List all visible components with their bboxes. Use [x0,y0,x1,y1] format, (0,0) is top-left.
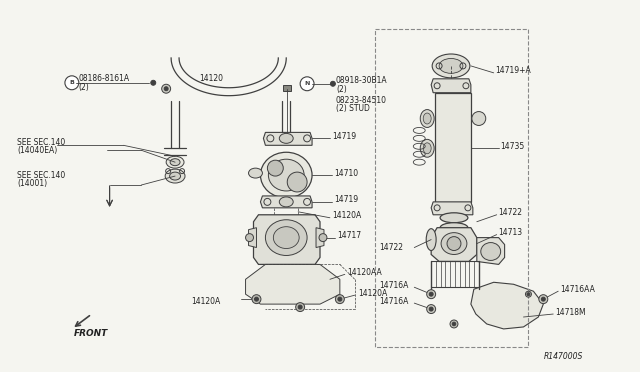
Ellipse shape [426,229,436,250]
Ellipse shape [420,110,434,128]
Ellipse shape [170,159,180,166]
Ellipse shape [481,243,500,260]
Text: 14120A: 14120A [191,296,220,306]
Circle shape [541,297,545,301]
Text: 08233-84510: 08233-84510 [336,96,387,105]
Circle shape [151,80,156,85]
Text: 14719+A: 14719+A [495,66,531,76]
Polygon shape [431,202,473,215]
Ellipse shape [248,168,262,178]
Circle shape [164,87,168,91]
Circle shape [452,322,456,326]
Text: 14120A: 14120A [358,289,387,298]
Ellipse shape [279,197,293,207]
Text: 14120: 14120 [199,74,223,83]
Polygon shape [316,228,324,247]
Polygon shape [253,215,320,264]
Circle shape [252,295,261,304]
Ellipse shape [441,232,467,254]
Ellipse shape [439,58,463,73]
Text: 14710: 14710 [334,169,358,177]
Ellipse shape [420,140,434,157]
Ellipse shape [266,220,307,256]
Circle shape [268,160,284,176]
Polygon shape [431,228,477,262]
Circle shape [447,237,461,250]
Text: (2): (2) [336,85,347,94]
Circle shape [298,305,302,309]
Text: 14719: 14719 [332,132,356,141]
Ellipse shape [166,156,184,168]
Text: B: B [69,80,74,85]
Text: 08918-30B1A: 08918-30B1A [336,76,387,85]
Circle shape [450,320,458,328]
Circle shape [429,307,433,311]
Circle shape [330,81,335,86]
Polygon shape [284,85,291,91]
Text: 14716AA: 14716AA [560,285,595,294]
Circle shape [296,303,305,312]
Circle shape [338,297,342,301]
Text: (14040EA): (14040EA) [17,146,58,155]
Ellipse shape [432,54,470,78]
Polygon shape [260,196,312,208]
Circle shape [429,292,433,296]
Circle shape [246,234,253,241]
Text: (14001): (14001) [17,179,47,187]
Text: R147000S: R147000S [543,352,582,361]
Circle shape [525,291,531,297]
Polygon shape [264,132,312,145]
Circle shape [527,293,530,296]
Polygon shape [431,79,471,93]
Bar [435,93,471,202]
Text: SEE SEC.140: SEE SEC.140 [17,138,65,147]
Ellipse shape [260,152,312,198]
Text: 14718M: 14718M [556,308,586,317]
Text: 08186-8161A: 08186-8161A [79,74,130,83]
Text: 14716A: 14716A [380,296,409,306]
Circle shape [162,84,171,93]
Circle shape [287,172,307,192]
Circle shape [319,234,327,241]
Polygon shape [471,282,543,329]
Text: N: N [305,81,310,86]
Text: 14735: 14735 [500,142,525,151]
Ellipse shape [279,134,293,143]
Ellipse shape [440,223,468,232]
Ellipse shape [423,143,431,154]
Circle shape [335,295,344,304]
Text: 14120AA: 14120AA [347,268,381,277]
Polygon shape [248,228,257,247]
Ellipse shape [268,159,304,191]
Polygon shape [477,238,504,264]
Text: FRONT: FRONT [74,329,108,339]
Text: (2): (2) [79,83,90,92]
Text: 14717: 14717 [337,231,361,240]
Text: 14722: 14722 [499,208,523,217]
Circle shape [65,76,79,90]
Text: SEE SEC.140: SEE SEC.140 [17,171,65,180]
Ellipse shape [273,227,299,248]
Circle shape [427,290,436,299]
Circle shape [255,297,259,301]
Text: 14713: 14713 [499,228,523,237]
Text: (2) STUD: (2) STUD [336,104,370,113]
Circle shape [300,77,314,91]
Ellipse shape [423,113,431,124]
Text: 14722: 14722 [380,243,404,252]
Text: 14716A: 14716A [380,281,409,290]
Ellipse shape [440,213,468,223]
Circle shape [539,295,548,304]
Ellipse shape [165,169,185,183]
Text: 14120A: 14120A [332,211,361,220]
Text: 14719: 14719 [334,195,358,204]
Ellipse shape [472,112,486,125]
Circle shape [427,305,436,314]
Ellipse shape [170,172,180,180]
Polygon shape [246,264,340,304]
